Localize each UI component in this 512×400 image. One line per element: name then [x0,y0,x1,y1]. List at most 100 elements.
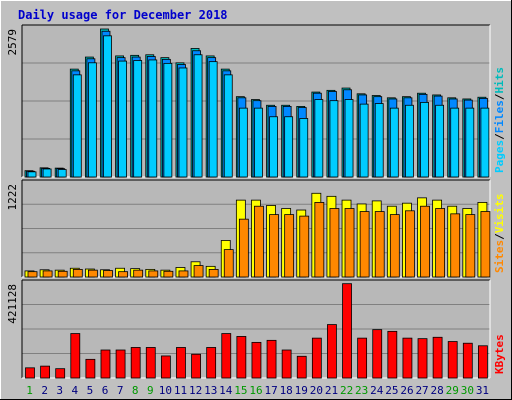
x-tick-label: 29 [446,384,459,397]
sites-bar: Day 23 Sites 860 [359,211,370,278]
x-tick-label: 1 [26,384,33,397]
x-tick-label: 5 [87,384,94,397]
x-tick-label: 26 [400,384,413,397]
pages-bar: Day 2 Pages 140 [42,168,52,178]
sites-bar: Day 8 Sites 90 [133,269,144,278]
kbytes-bar: Day 21 KBytes 315000 [327,324,337,379]
kbytes-bar: Day 4 KBytes 262000 [70,333,81,379]
chart-title: Daily usage for December 2018 [18,8,228,22]
sites-bar: Day 13 Sites 100 [208,268,219,278]
pages-bar: Day 17 Pages 1050 [269,116,278,178]
sites-bar: Day 12 Sites 150 [193,265,204,278]
pages-bar: Day 21 Pages 1330 [329,100,339,178]
kbytes-bar: Day 26 KBytes 235000 [402,337,413,379]
visits-ymax-label: 1222 [6,184,19,211]
sites-bar: Day 11 Sites 80 [178,270,189,278]
x-tick-label: 17 [264,384,277,397]
kbytes-bar: Day 2 KBytes 70000 [40,365,50,379]
panel-1-legend: Pages/Files/Hits [493,67,506,173]
legend-kbytes: KBytes [493,334,506,374]
sites-bar: Day 1 Sites 70 [27,271,38,278]
x-tick-label: 12 [189,384,202,397]
pages-bar: Day 10 Pages 1980 [163,62,173,178]
x-tick-label: 18 [280,384,293,397]
kbytes-bar: Day 8 KBytes 180000 [130,347,141,379]
pages-bar: Day 14 Pages 1780 [223,74,233,178]
x-tick-label: 28 [431,384,444,397]
kbytes-bar: Day 7 KBytes 165000 [115,349,126,379]
sites-bar: Day 16 Sites 930 [254,205,264,278]
x-tick-label: 10 [159,384,172,397]
sites-bar: Day 26 Sites 870 [405,210,415,278]
kbytes-bar: Day 20 KBytes 235000 [311,337,322,379]
x-tick-label: 23 [355,384,368,397]
kbytes-bar: Day 11 KBytes 180000 [176,347,186,379]
kbytes-bar: Day 31 KBytes 190000 [478,345,488,379]
sites-bar: Day 2 Sites 80 [42,270,53,278]
sites-bar: Day 3 Sites 75 [57,270,68,278]
kbytes-bar: Day 23 KBytes 235000 [357,337,368,379]
panel-2-legend: Sites/Visits [493,194,506,274]
sites-bar: Day 25 Sites 820 [389,214,400,278]
sites-bar: Day 30 Sites 820 [465,214,476,278]
kbytes-bar: Day 14 KBytes 262000 [221,333,232,379]
pages-bar: Day 27 Pages 1300 [420,101,429,178]
pages-bar: Day 24 Pages 1280 [374,103,384,178]
kbytes-bar: Day 13 KBytes 180000 [206,347,217,379]
legend-files: Files [493,100,506,133]
pages-bar: Day 25 Pages 1200 [389,107,399,178]
x-tick-label: 6 [102,384,109,397]
x-tick-label: 19 [295,384,308,397]
x-tick-label: 25 [385,384,398,397]
sites-bar: Day 5 Sites 90 [87,269,98,278]
x-tick-label: 7 [117,384,124,397]
x-tick-label: 21 [325,384,338,397]
kbytes-bar: Day 28 KBytes 240000 [432,336,443,379]
pages-bar: Day 31 Pages 1200 [480,107,490,178]
x-tick-label: 15 [234,384,247,397]
pages-bar: Day 7 Pages 2020 [118,60,127,178]
x-tick-label: 9 [147,384,154,397]
pages-bar: Day 28 Pages 1250 [435,104,445,178]
sites-bar: Day 7 Sites 70 [118,271,128,278]
pages-bar: Day 23 Pages 1270 [359,103,369,178]
kbytes-bar: Day 9 KBytes 180000 [145,347,156,379]
x-tick-label: 27 [415,384,428,397]
kbytes-bar: Day 19 KBytes 128000 [296,355,307,379]
x-tick-label: 11 [174,384,187,397]
pages-bar: Day 19 Pages 1020 [299,118,309,178]
x-tick-label: 31 [476,384,489,397]
x-tick-label: 22 [340,384,353,397]
sites-bar: Day 15 Sites 760 [238,218,249,278]
legend-sites: Sites [493,240,506,273]
pages-bar: Day 1 Pages 90 [27,171,37,178]
kbytes-bar: Day 25 KBytes 275000 [387,330,398,379]
kbytes-bar: Day 17 KBytes 222000 [266,339,277,379]
x-tick-label: 20 [310,384,323,397]
pages-bar: Day 20 Pages 1350 [314,99,324,178]
sites-bar: Day 4 Sites 100 [72,268,83,278]
x-tick-label: 2 [41,384,48,397]
sites-bar: Day 24 Sites 860 [374,211,385,278]
sites-bar: Day 18 Sites 820 [284,214,295,278]
sites-bar: Day 17 Sites 820 [269,214,279,278]
kbytes-bar: Day 6 KBytes 165000 [100,349,111,379]
pages-bar: Day 12 Pages 2130 [193,54,203,178]
legend-visits: Visits [493,194,506,234]
legend-pages: Pages [493,140,506,173]
pages-bar: Day 3 Pages 130 [57,169,67,178]
kbytes-bar: Day 1 KBytes 60000 [25,367,35,379]
sites-bar: Day 6 Sites 85 [103,270,113,278]
sites-bar: Day 20 Sites 980 [314,202,325,278]
pages-bar: Day 18 Pages 1050 [284,116,294,178]
kbytes-bar: Day 30 KBytes 205000 [462,342,473,379]
kbytes-bar: Day 22 KBytes 556000 [342,283,352,379]
sites-bar: Day 28 Sites 900 [435,208,446,278]
x-tick-label: 16 [249,384,262,397]
x-tick-label: 24 [370,384,384,397]
kbytes-bar: Day 15 KBytes 245000 [236,336,247,379]
kbytes-bar: Day 3 KBytes 55000 [55,368,66,379]
x-tick-label: 13 [204,384,217,397]
kbytes-bar: Day 27 KBytes 232000 [417,338,428,379]
